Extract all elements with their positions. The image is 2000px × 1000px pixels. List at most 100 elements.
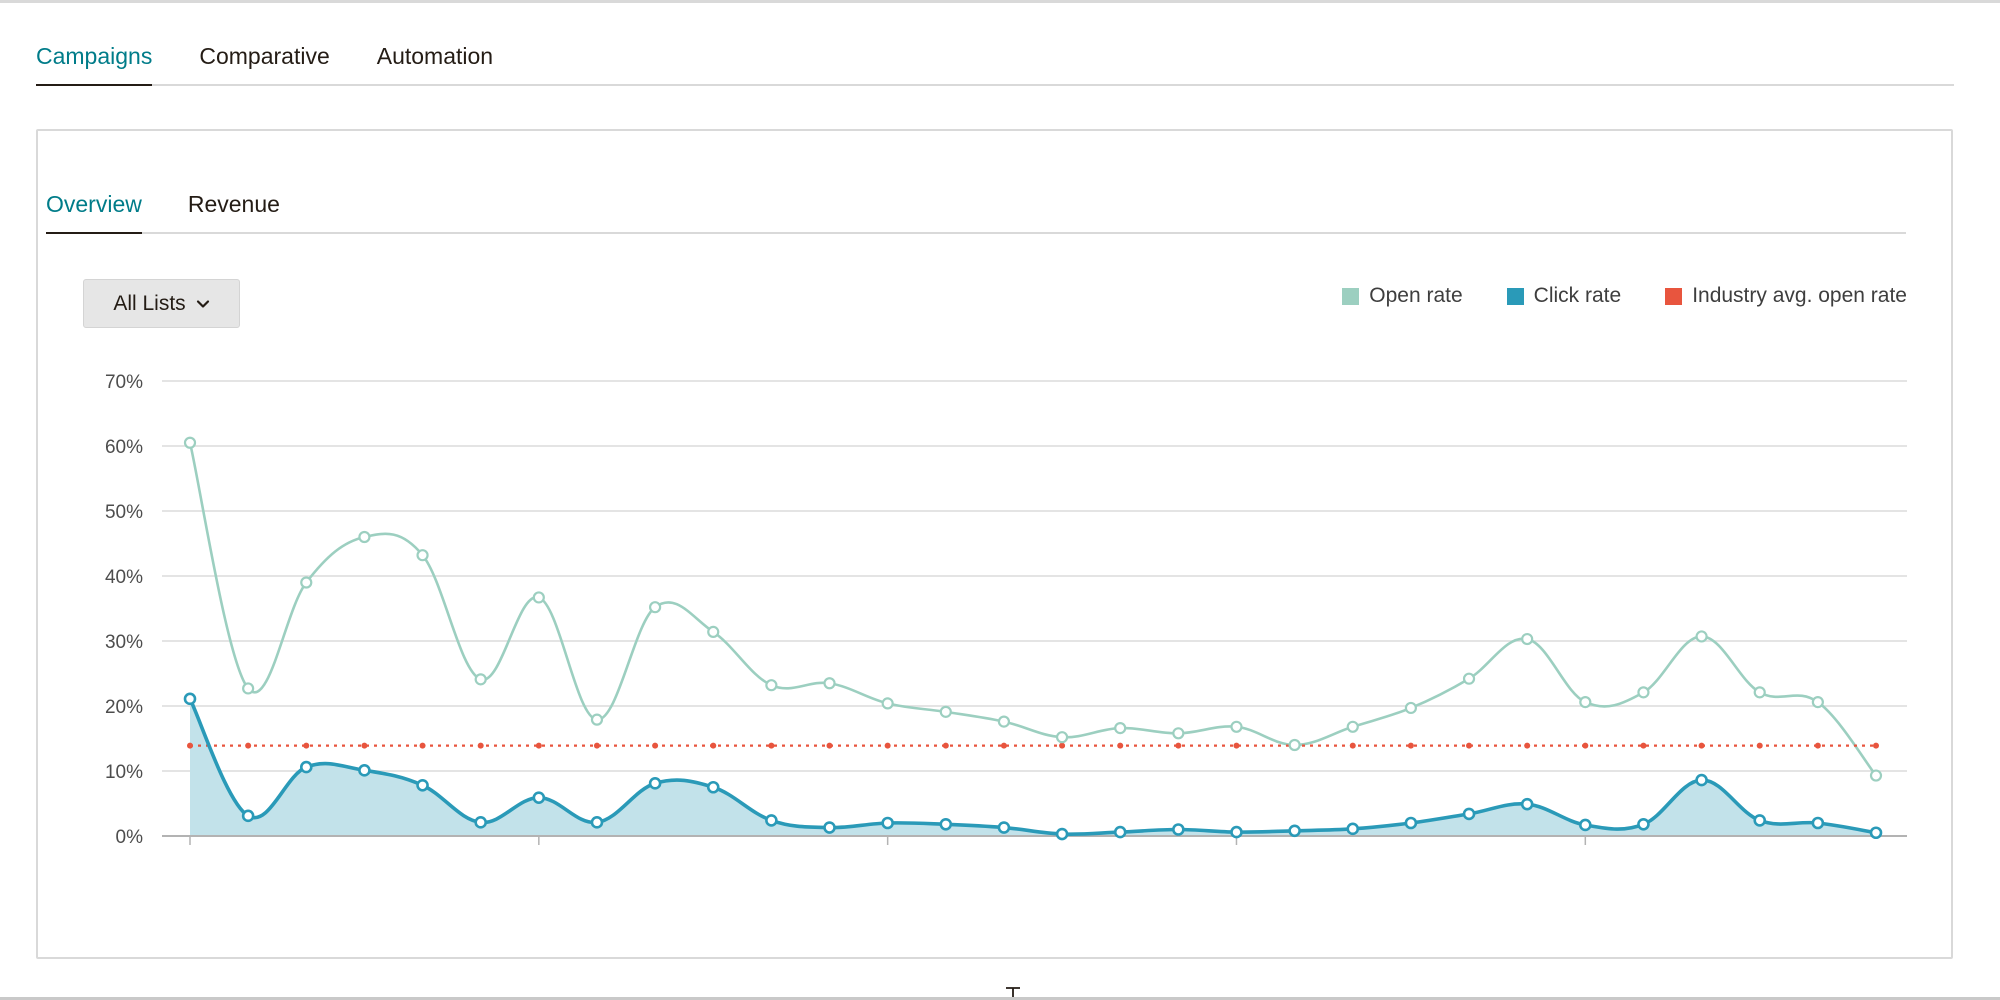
chevron-down-icon: [196, 299, 209, 308]
open-rate-point: [823, 677, 836, 690]
click-rate-point: [823, 821, 836, 834]
industry-avg-point: [1000, 742, 1007, 749]
click-rate-point: [1172, 823, 1185, 836]
y-tick-label: 50%: [105, 502, 143, 523]
click-rate-point: [1811, 816, 1825, 830]
click-rate-area: [190, 698, 1876, 836]
click-rate-point: [1346, 822, 1360, 836]
click-rate-point: [1520, 797, 1534, 811]
tab-comparative[interactable]: Comparative: [199, 43, 330, 69]
industry-avg-point: [1524, 742, 1531, 749]
industry-avg-point: [535, 742, 542, 749]
open-rate-point: [183, 436, 197, 449]
click-rate-point: [706, 780, 720, 794]
industry-avg-point: [1698, 742, 1705, 749]
industry-avg-point: [1407, 742, 1414, 749]
legend-open-rate[interactable]: Open rate: [1342, 284, 1463, 308]
industry-avg-point: [1873, 742, 1879, 749]
click-rate-point: [1637, 817, 1650, 831]
industry-avg-point: [1233, 742, 1240, 749]
y-tick-label: 0%: [116, 827, 144, 848]
sub-tab-bar: Overview Revenue: [46, 180, 1906, 234]
tab-campaigns[interactable]: Campaigns: [36, 31, 153, 86]
click-rate-point: [1055, 827, 1069, 841]
click-rate-point: [1404, 816, 1418, 830]
industry-avg-point: [419, 742, 426, 749]
open-rate-point: [1695, 630, 1708, 643]
open-rate-point: [997, 715, 1011, 728]
click-rate-point: [939, 817, 953, 831]
open-rate-point: [1172, 727, 1185, 740]
open-rate-point: [1114, 721, 1127, 735]
open-rate-point: [939, 705, 952, 718]
y-tick-label: 40%: [105, 567, 143, 588]
industry-avg-point: [1756, 742, 1763, 749]
tab-automation[interactable]: Automation: [376, 43, 494, 69]
industry-avg-point: [477, 742, 484, 749]
click-rate-point: [881, 816, 894, 830]
open-rate-point: [1521, 632, 1534, 646]
click-rate-point: [1753, 814, 1767, 827]
open-rate-point: [358, 530, 371, 544]
open-rate-swatch: [1342, 287, 1360, 305]
click-rate-point: [1230, 825, 1243, 839]
y-tick-label: 70%: [105, 372, 143, 393]
open-rate-point: [1230, 720, 1243, 733]
click-rate-point: [648, 777, 662, 790]
open-rate-point: [1288, 738, 1301, 752]
y-tick-label: 60%: [105, 437, 143, 458]
open-rate-point: [590, 713, 604, 726]
click-rate-point: [765, 814, 778, 827]
open-rate-point: [649, 601, 662, 614]
open-rate-point: [1346, 720, 1359, 733]
open-rate-line: [188, 442, 1878, 777]
industry-avg-point: [1582, 742, 1589, 749]
click-rate-point: [997, 821, 1011, 834]
industry-avg-point: [768, 742, 775, 749]
click-rate-point: [358, 764, 371, 777]
click-rate-point: [532, 791, 546, 804]
industry-avg-point: [1059, 742, 1066, 749]
click-rate-point: [1695, 773, 1708, 787]
tab-overview[interactable]: Overview: [46, 181, 142, 234]
open-rate-point: [1462, 672, 1476, 685]
open-rate-point: [1579, 695, 1592, 709]
open-rate-point: [1055, 731, 1069, 744]
industry-avg-point: [942, 742, 949, 749]
window-bottom-border: [0, 997, 2000, 1000]
industry-avg-point: [826, 742, 833, 749]
industry-avg-point: [1175, 742, 1182, 749]
industry-avg-point: [187, 742, 193, 749]
industry-avg-point: [361, 742, 368, 749]
industry-avg-point: [1349, 742, 1356, 749]
open-rate-point: [242, 682, 255, 695]
y-tick-label: 30%: [105, 632, 143, 653]
industry-avg-point: [245, 742, 252, 749]
open-rate-point: [1404, 701, 1417, 715]
industry-avg-point: [1117, 742, 1124, 749]
industry-avg-point: [303, 742, 310, 749]
industry-avg-point: [710, 742, 717, 749]
industry-avg-point: [1814, 742, 1821, 749]
open-rate-point: [1753, 686, 1766, 699]
click-rate-point: [1113, 825, 1127, 839]
industry-avg-point: [884, 742, 891, 749]
click-rate-point: [1462, 807, 1476, 821]
list-filter-dropdown[interactable]: All Lists: [83, 279, 240, 328]
legend-industry-avg-label: Industry avg. open rate: [1692, 284, 1907, 307]
open-rate-point: [416, 549, 429, 562]
legend-industry-avg[interactable]: Industry avg. open rate: [1665, 284, 1907, 308]
industry-avg-point: [593, 742, 600, 749]
open-rate-point: [532, 591, 545, 604]
list-filter-label: All Lists: [113, 291, 186, 315]
open-rate-point: [1811, 695, 1824, 709]
legend-click-rate[interactable]: Click rate: [1506, 284, 1621, 308]
click-rate-point: [241, 809, 255, 823]
tab-revenue[interactable]: Revenue: [187, 191, 280, 217]
y-tick-label: 10%: [105, 762, 143, 783]
open-rate-point: [474, 673, 487, 686]
click-rate-point: [299, 760, 313, 774]
click-rate-point: [1288, 824, 1301, 838]
industry-avg-point: [652, 742, 659, 749]
click-rate-swatch: [1506, 287, 1524, 305]
